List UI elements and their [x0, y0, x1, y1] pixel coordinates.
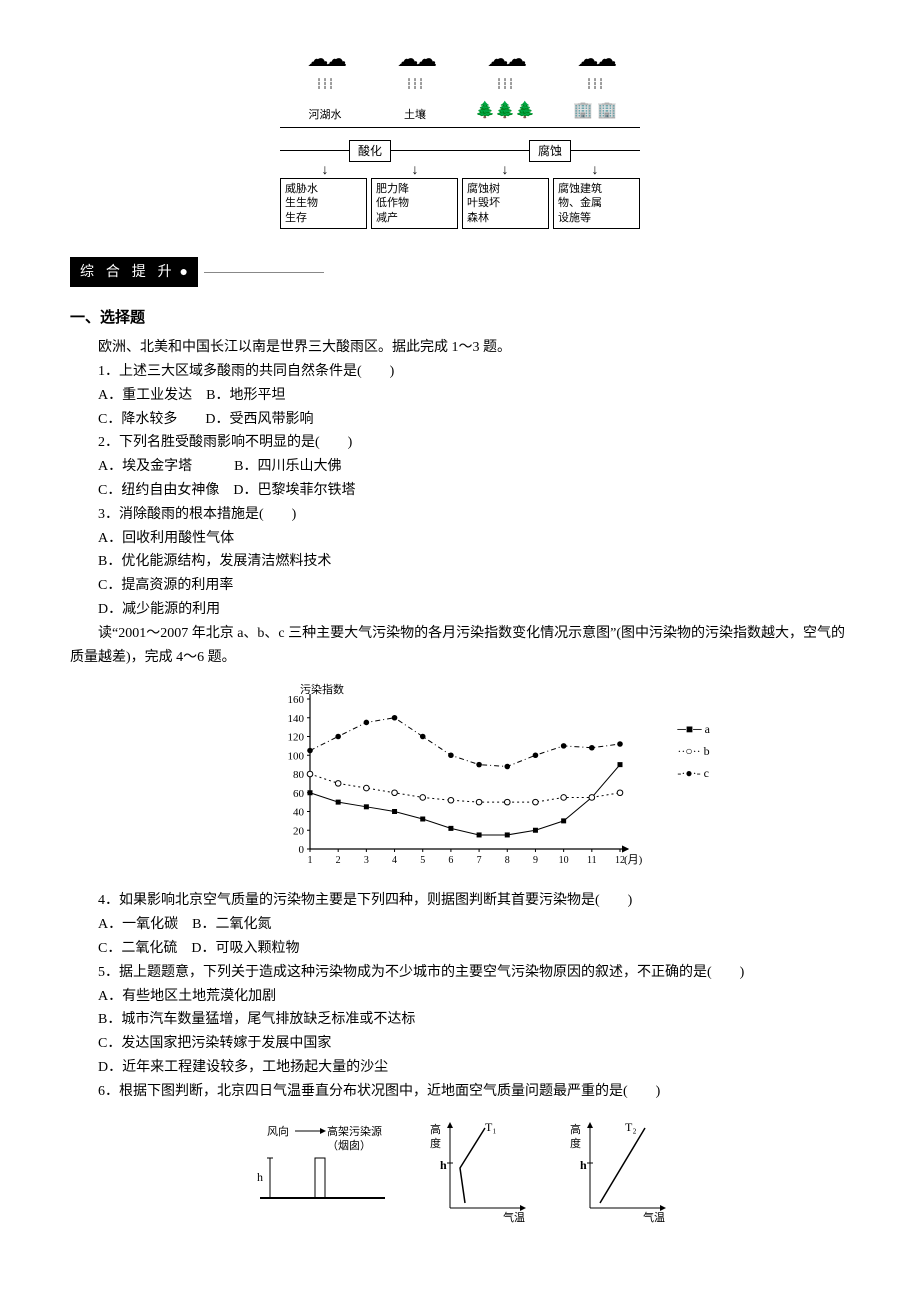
- question-option: B．优化能源结构，发展清洁燃料技术: [70, 550, 850, 574]
- svg-text:5: 5: [420, 855, 425, 866]
- effect-box: 肥力降 低作物 减产: [371, 178, 458, 229]
- question-option: A．一氧化碳 B．二氧化氮: [70, 913, 850, 937]
- temp-profile-t2: 高 度 T₂ h 气温: [565, 1113, 675, 1223]
- question-stem: 3．消除酸雨的根本措施是( ): [70, 503, 850, 527]
- svg-text:（烟囱）: （烟囱）: [327, 1138, 371, 1152]
- buildings-icon: 🏢 🏢: [550, 97, 640, 124]
- process-label: 酸化: [349, 140, 391, 162]
- question-option: A．回收利用酸性气体: [70, 527, 850, 551]
- question-option: A．重工业发达 B．地形平坦: [70, 384, 850, 408]
- svg-text:0: 0: [299, 844, 305, 856]
- question-option: D．近年来工程建设较多，工地扬起大量的沙尘: [70, 1056, 850, 1080]
- clouds-row: ☁︎☁︎ ☁︎☁︎ ☁︎☁︎ ☁︎☁︎: [280, 40, 640, 77]
- svg-text:h: h: [580, 1158, 587, 1172]
- svg-text:8: 8: [505, 855, 510, 866]
- svg-text:T₂: T₂: [625, 1120, 637, 1134]
- svg-text:(月): (月): [624, 854, 643, 866]
- svg-text:气温: 气温: [503, 1210, 525, 1223]
- svg-text:2: 2: [336, 855, 341, 866]
- svg-text:T₁: T₁: [485, 1120, 497, 1134]
- svg-text:4: 4: [392, 855, 397, 866]
- question-option: C．降水较多 D．受西风带影响: [70, 408, 850, 432]
- svg-text:高: 高: [430, 1122, 441, 1136]
- question-stem: 2．下列名胜受酸雨影响不明显的是( ): [70, 431, 850, 455]
- legend-marker-b: ··○··: [677, 744, 700, 758]
- svg-text:100: 100: [288, 751, 305, 763]
- cloud-icon: ☁︎☁︎: [307, 40, 343, 77]
- cloud-icon: ☁︎☁︎: [577, 40, 613, 77]
- chimney-diagram: 风向 高架污染源 （烟囱） h: [245, 1113, 395, 1223]
- svg-text:高: 高: [570, 1122, 581, 1136]
- intro-text: 读“2001～2007 年北京 a、b、c 三种主要大气污染物的各月污染指数变化…: [70, 622, 850, 670]
- question-option: A．埃及金字塔 B．四川乐山大佛: [70, 455, 850, 479]
- svg-text:11: 11: [587, 855, 597, 866]
- question-option: A．有些地区土地荒漠化加剧: [70, 985, 850, 1009]
- svg-text:度: 度: [570, 1136, 581, 1150]
- legend-item: ─■─ a: [677, 719, 710, 741]
- cloud-icon: ☁︎☁︎: [487, 40, 523, 77]
- svg-text:3: 3: [364, 855, 369, 866]
- svg-text:40: 40: [293, 807, 305, 819]
- svg-text:120: 120: [288, 732, 305, 744]
- section-tag: 综 合 提 升: [70, 257, 198, 287]
- question-stem: 5．据上题题意，下列关于造成这种污染物成为不少城市的主要空气污染物原因的叙述，不…: [70, 961, 850, 985]
- question-option: B．城市汽车数量猛增，尾气排放缺乏标准或不达标: [70, 1008, 850, 1032]
- acid-rain-diagram: ☁︎☁︎ ☁︎☁︎ ☁︎☁︎ ☁︎☁︎ ┆┆┆┆┆┆┆┆┆┆┆┆ 河湖水 土壤 …: [280, 40, 640, 229]
- process-row: 酸化 ↓↓ 腐蚀 ↓↓: [280, 140, 640, 178]
- svg-text:20: 20: [293, 826, 305, 838]
- legend-item: -·●·- c: [677, 763, 710, 785]
- ground-label: 河湖水: [280, 106, 370, 125]
- question-option: C．发达国家把污染转嫁于发展中国家: [70, 1032, 850, 1056]
- svg-text:10: 10: [559, 855, 569, 866]
- question-stem: 1．上述三大区域多酸雨的共同自然条件是( ): [70, 360, 850, 384]
- effects-row: 威胁水 生生物 生存 肥力降 低作物 减产 腐蚀树 叶毁坏 森林 腐蚀建筑 物、…: [280, 178, 640, 229]
- ground-label: 土壤: [370, 106, 460, 125]
- divider: [204, 272, 324, 273]
- legend-item: ··○·· b: [677, 741, 710, 763]
- chart-legend: ─■─ a ··○·· b -·●·- c: [677, 719, 710, 784]
- svg-text:80: 80: [293, 769, 305, 781]
- question-stem: 4．如果影响北京空气质量的污染物主要是下列四种，则据图判断其首要污染物是( ): [70, 889, 850, 913]
- pollution-index-chart: 020406080100120140160123456789101112污染指数…: [270, 679, 650, 879]
- rain-row: ┆┆┆┆┆┆┆┆┆┆┆┆: [280, 81, 640, 97]
- svg-text:气温: 气温: [643, 1210, 665, 1223]
- legend-marker-a: ─■─: [677, 722, 701, 736]
- process-label: 腐蚀: [529, 140, 571, 162]
- ground-row: 河湖水 土壤 🌲🌲🌲 🏢 🏢: [280, 97, 640, 127]
- question-option: C．纽约自由女神像 D．巴黎埃菲尔铁塔: [70, 479, 850, 503]
- svg-text:9: 9: [533, 855, 538, 866]
- trees-icon: 🌲🌲🌲: [460, 97, 550, 124]
- svg-text:h: h: [257, 1170, 263, 1184]
- effect-box: 威胁水 生生物 生存: [280, 178, 367, 229]
- temp-profile-t1: 高 度 T₁ h 气温: [425, 1113, 535, 1223]
- legend-marker-c: -·●·-: [677, 766, 700, 780]
- svg-text:高架污染源: 高架污染源: [327, 1124, 382, 1138]
- svg-text:6: 6: [448, 855, 453, 866]
- svg-text:1: 1: [308, 855, 313, 866]
- bottom-diagrams: 风向 高架污染源 （烟囱） h 高 度 T₁ h 气温 高 度 T₂ h 气温: [70, 1113, 850, 1223]
- question-stem: 6．根据下图判断，北京四日气温垂直分布状况图中，近地面空气质量问题最严重的是( …: [70, 1080, 850, 1104]
- svg-text:污染指数: 污染指数: [300, 682, 344, 696]
- question-option: C．二氧化硫 D．可吸入颗粒物: [70, 937, 850, 961]
- svg-text:度: 度: [430, 1136, 441, 1150]
- section-heading: 一、选择题: [70, 305, 850, 331]
- svg-text:60: 60: [293, 788, 305, 800]
- question-option: D．减少能源的利用: [70, 598, 850, 622]
- svg-text:风向: 风向: [267, 1124, 289, 1138]
- effect-box: 腐蚀建筑 物、金属 设施等: [553, 178, 640, 229]
- cloud-icon: ☁︎☁︎: [397, 40, 433, 77]
- svg-text:140: 140: [288, 713, 305, 725]
- svg-text:h: h: [440, 1158, 447, 1172]
- svg-text:7: 7: [477, 855, 482, 866]
- intro-text: 欧洲、北美和中国长江以南是世界三大酸雨区。据此完成 1～3 题。: [70, 336, 850, 360]
- question-option: C．提高资源的利用率: [70, 574, 850, 598]
- chart-svg: 020406080100120140160123456789101112污染指数…: [270, 679, 650, 879]
- effect-box: 腐蚀树 叶毁坏 森林: [462, 178, 549, 229]
